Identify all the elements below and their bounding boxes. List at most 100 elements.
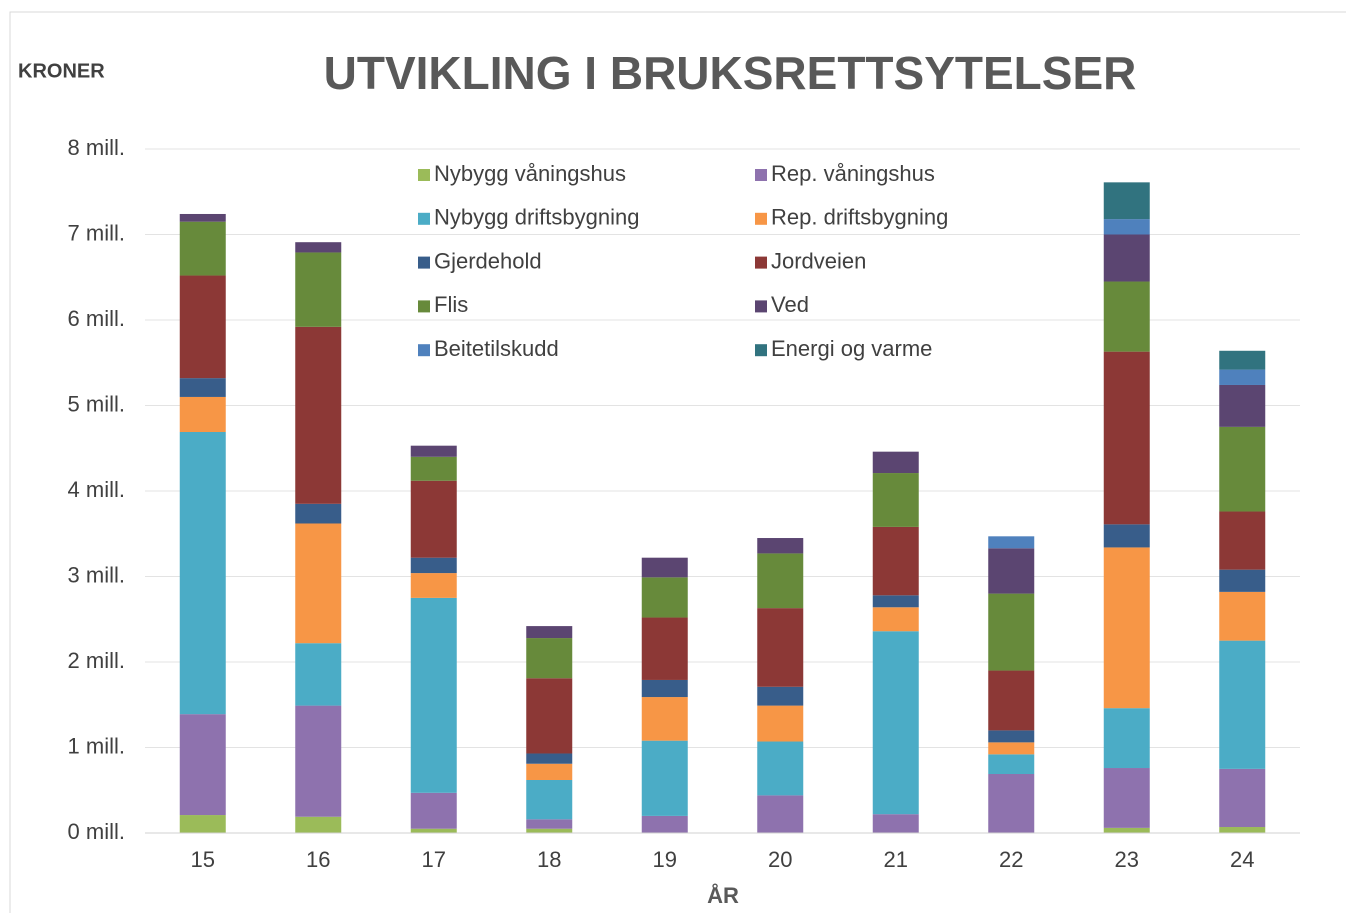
bar-segment [872,451,919,474]
bar-segment [757,705,804,742]
bar-segment [179,275,226,379]
legend-label: Rep. driftsbygning [771,205,948,230]
bar-segment [1219,827,1266,833]
x-tick-label: 21 [884,847,908,872]
bar-segment [1103,524,1150,548]
bar-segment [1219,768,1266,828]
bar-segment [872,607,919,632]
bar-segment [295,326,342,504]
bar-segment [526,638,573,679]
bar-segment [1103,547,1150,709]
legend-label: Jordveien [771,248,866,273]
x-axis-label: ÅR [707,882,739,908]
y-axis-label: KRONER [18,60,105,82]
legend-swatch [418,212,430,225]
bar-segment [988,548,1035,594]
legend-label: Flis [434,292,468,317]
bar-segment [179,714,226,816]
bar-segment [295,242,342,253]
bar-segment [641,679,688,698]
bar-segment [410,456,457,481]
bar-segment [1103,234,1150,282]
bar-segment [988,593,1035,671]
x-tick-label: 17 [422,847,446,872]
legend-label: Nybygg våningshus [434,161,626,186]
y-tick-label: 3 mill. [68,562,125,587]
bar-segment [1219,350,1266,370]
bar-segment [526,678,573,754]
bar-segment [872,595,919,608]
bar-segment [410,792,457,829]
legend-swatch [755,212,767,225]
bar-segment [872,473,919,527]
bar-segment [410,557,457,574]
bar-segment [988,754,1035,775]
bar-segment [410,597,457,793]
bar-segment [410,445,457,457]
bar-segment [179,213,226,222]
bar-segment [526,763,573,780]
bar-segment [1219,591,1266,641]
bar-segment [410,828,457,833]
bar-segment [1219,369,1266,385]
bar-segment [988,536,1035,549]
bar-segment [1219,640,1266,769]
bar-segment [179,221,226,276]
legend-swatch [418,169,430,181]
bar-segment [295,252,342,327]
x-tick-label: 22 [999,847,1023,872]
x-tick-label: 24 [1230,847,1254,872]
bar-segment [988,730,1035,743]
y-tick-label: 7 mill. [68,220,125,245]
bar-segment [179,432,226,715]
bar-segment [641,815,688,833]
bar-segment [295,523,342,644]
bar-segment [872,526,919,596]
bar-segment [641,557,688,578]
legend-label: Nybygg driftsbygning [434,205,639,230]
bar-segment [1103,351,1150,525]
bar-segment [295,705,342,817]
bar-segment [295,816,342,833]
y-tick-label: 4 mill. [68,477,125,502]
y-tick-label: 6 mill. [68,306,125,331]
y-tick-label: 5 mill. [68,391,125,416]
x-tick-label: 16 [306,847,330,872]
bar-segment [179,815,226,833]
bar-segment [872,814,919,833]
legend-swatch [755,256,767,269]
bar-segment [1103,768,1150,828]
bar-segment [526,828,573,833]
bar-segment [872,631,919,815]
bar-segment [1219,426,1266,512]
legend-swatch [418,300,430,313]
x-tick-label: 23 [1115,847,1139,872]
bar-segment [526,779,573,820]
x-tick-label: 19 [653,847,677,872]
bar-segment [295,643,342,706]
bar-segment [641,697,688,741]
bar-segment [988,742,1035,755]
bar-segment [988,774,1035,833]
bar-segment [1219,384,1266,427]
bar-segment [410,573,457,598]
bar-segment [988,670,1035,731]
bar-segment [526,626,573,639]
bar-segment [641,617,688,680]
bar-segment [757,741,804,796]
bar-segment [526,753,573,764]
legend-label: Energi og varme [771,336,932,361]
y-tick-label: 2 mill. [68,648,125,673]
bar-segment [1103,219,1150,235]
legend-label: Gjerdehold [434,248,542,273]
bar-segment [757,553,804,609]
bar-segment [295,503,342,524]
legend-label: Ved [771,292,809,317]
bar-segment [757,608,804,687]
legend-swatch [755,169,767,181]
y-tick-label: 1 mill. [68,733,125,758]
legend-swatch [755,300,767,313]
bar-segment [1219,569,1266,592]
